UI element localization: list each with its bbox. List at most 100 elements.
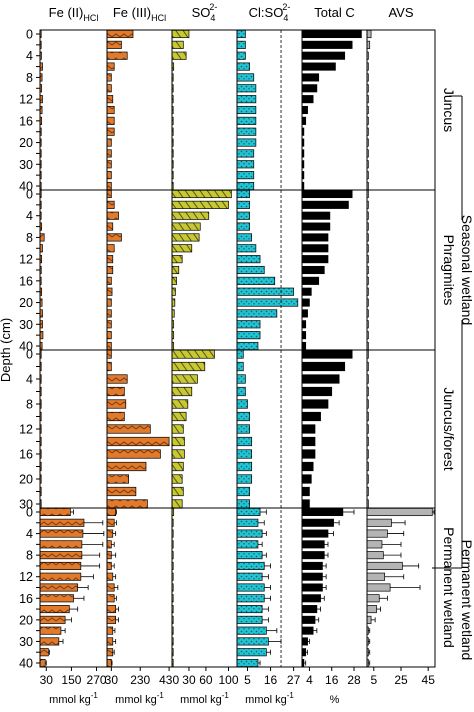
bar-fe2-site3-d0 bbox=[39, 507, 71, 517]
bar-totc-site2-d10 bbox=[301, 411, 321, 422]
bar-fe3-site0-d14 bbox=[106, 105, 115, 115]
bar-avs-site3-d4 bbox=[366, 529, 388, 538]
y-tick-label: 0 bbox=[26, 506, 33, 520]
bar-fe3-site3-d6 bbox=[106, 540, 112, 549]
bar-fe3-site0-d20 bbox=[106, 138, 112, 147]
bar-clso4-site0-d35 bbox=[236, 171, 255, 180]
bar-fe2-site1-d8 bbox=[39, 233, 45, 242]
bar-avs-site3-d6 bbox=[366, 540, 383, 549]
y-tick-label: 0 bbox=[26, 188, 33, 202]
bar-totc-site0-d10 bbox=[301, 84, 318, 93]
bar-clso4-site3-d2 bbox=[236, 518, 259, 527]
bar-so4-site1-d4 bbox=[171, 211, 210, 220]
bar-fe3-site2-d30 bbox=[106, 499, 148, 509]
x-tick-label: 100 bbox=[219, 673, 239, 687]
panel-so4 bbox=[171, 29, 232, 668]
y-tick-label: 40 bbox=[19, 180, 33, 194]
bar-totc-site3-d2 bbox=[301, 518, 334, 527]
bar-avs-site3-d0 bbox=[366, 507, 433, 517]
title-subscript: 4 bbox=[210, 13, 215, 23]
bar-fe3-site3-d12 bbox=[106, 572, 114, 581]
bar-clso4-site1-d6 bbox=[236, 222, 250, 231]
bar-fe3-site0-d2 bbox=[106, 40, 122, 49]
bar-clso4-site2-d0 bbox=[236, 349, 244, 359]
bar-totc-site1-d30 bbox=[301, 320, 307, 329]
bar-totc-site2-d20 bbox=[301, 474, 312, 484]
site-label: Permanent wetland bbox=[441, 527, 457, 648]
x-tick-label: 4 bbox=[306, 673, 313, 687]
bar-clso4-site1-d40 bbox=[236, 341, 259, 351]
bar-fe3-site3-d20 bbox=[106, 615, 117, 624]
bar-avs-site3-d18 bbox=[366, 605, 377, 614]
bar-totc-site3-d12 bbox=[301, 572, 323, 581]
bar-totc-site3-d20 bbox=[301, 615, 316, 624]
y-tick-label: 16 bbox=[19, 274, 33, 288]
bar-totc-site1-d8 bbox=[301, 233, 329, 242]
bar-totc-site1-d6 bbox=[301, 222, 331, 231]
y-tick-label: 8 bbox=[26, 231, 33, 245]
bar-totc-site2-d4 bbox=[301, 374, 340, 384]
bar-clso4-site1-d35 bbox=[236, 331, 261, 340]
x-tick-label: 28 bbox=[347, 673, 361, 687]
bar-fe3-site1-d10 bbox=[106, 244, 115, 253]
panel-avs bbox=[366, 29, 435, 668]
bar-totc-site3-d16 bbox=[301, 594, 321, 603]
bar-clso4-site0-d10 bbox=[236, 84, 257, 93]
bar-totc-site1-d18 bbox=[301, 287, 312, 296]
bar-fe3-site1-d4 bbox=[106, 211, 119, 220]
bar-totc-site0-d16 bbox=[301, 116, 307, 125]
y-tick-label: 20 bbox=[19, 296, 33, 310]
bar-clso4-site0-d20 bbox=[236, 138, 257, 147]
bar-clso4-site0-d14 bbox=[236, 105, 257, 115]
title-superscript: 2- bbox=[209, 2, 217, 12]
site-label: Juncus/forest bbox=[441, 387, 457, 470]
x-unit-label: mmol kg-1 bbox=[49, 691, 98, 706]
bar-fe3-site2-d2 bbox=[106, 361, 112, 372]
y-tick-label: 16 bbox=[19, 592, 33, 606]
bar-so4-site2-d6 bbox=[171, 386, 193, 397]
y-tick-label: 16 bbox=[19, 448, 33, 462]
bar-so4-site1-d2 bbox=[171, 200, 229, 209]
bar-fe3-site2-d8 bbox=[106, 399, 127, 409]
y-tick-label: 12 bbox=[19, 423, 33, 437]
y-tick-label: 0 bbox=[26, 348, 33, 362]
bar-clso4-site1-d25 bbox=[236, 309, 278, 318]
bar-totc-site1-d35 bbox=[301, 331, 307, 340]
bar-fe3-site3-d40 bbox=[106, 658, 112, 668]
bar-totc-site2-d30 bbox=[301, 499, 310, 509]
bar-totc-site3-d30 bbox=[301, 637, 308, 646]
bar-fe2-site3-d35 bbox=[39, 648, 49, 657]
bar-fe2-site3-d25 bbox=[39, 626, 62, 635]
bar-clso4-site1-d16 bbox=[236, 276, 276, 285]
bar-so4-site1-d10 bbox=[171, 244, 193, 253]
bar-fe3-site2-d4 bbox=[106, 374, 128, 384]
bar-totc-site3-d18 bbox=[301, 605, 318, 614]
bar-totc-site3-d8 bbox=[301, 551, 325, 560]
bar-so4-site1-d8 bbox=[171, 233, 200, 242]
bar-clso4-site0-d2 bbox=[236, 40, 246, 49]
bar-fe3-site1-d35 bbox=[106, 331, 112, 340]
title-subscript: HCl bbox=[151, 13, 166, 23]
bar-totc-site1-d10 bbox=[301, 244, 329, 253]
bar-totc-site0-d4 bbox=[301, 51, 346, 60]
bar-clso4-site0-d18 bbox=[236, 127, 257, 136]
title-text: AVS bbox=[388, 5, 413, 20]
bar-clso4-site0-d16 bbox=[236, 116, 257, 125]
bar-totc-site0-d6 bbox=[301, 62, 336, 71]
bar-so4-site0-d4 bbox=[171, 51, 187, 60]
bar-fe3-site0-d0 bbox=[106, 29, 134, 39]
bar-clso4-site1-d8 bbox=[236, 233, 253, 242]
bar-totc-site2-d8 bbox=[301, 399, 329, 409]
unit-text: mmol kg bbox=[245, 694, 287, 706]
bar-clso4-site2-d18 bbox=[236, 461, 253, 472]
bar-totc-site3-d10 bbox=[301, 561, 323, 570]
bar-clso4-site3-d8 bbox=[236, 551, 263, 560]
bar-clso4-site3-d35 bbox=[236, 648, 267, 657]
y-tick-label: 40 bbox=[19, 657, 33, 671]
y-tick-label: 20 bbox=[19, 613, 33, 627]
y-tick-label: 4 bbox=[26, 49, 33, 63]
bar-so4-site2-d25 bbox=[171, 486, 184, 497]
bar-so4-site1-d12 bbox=[171, 255, 183, 264]
